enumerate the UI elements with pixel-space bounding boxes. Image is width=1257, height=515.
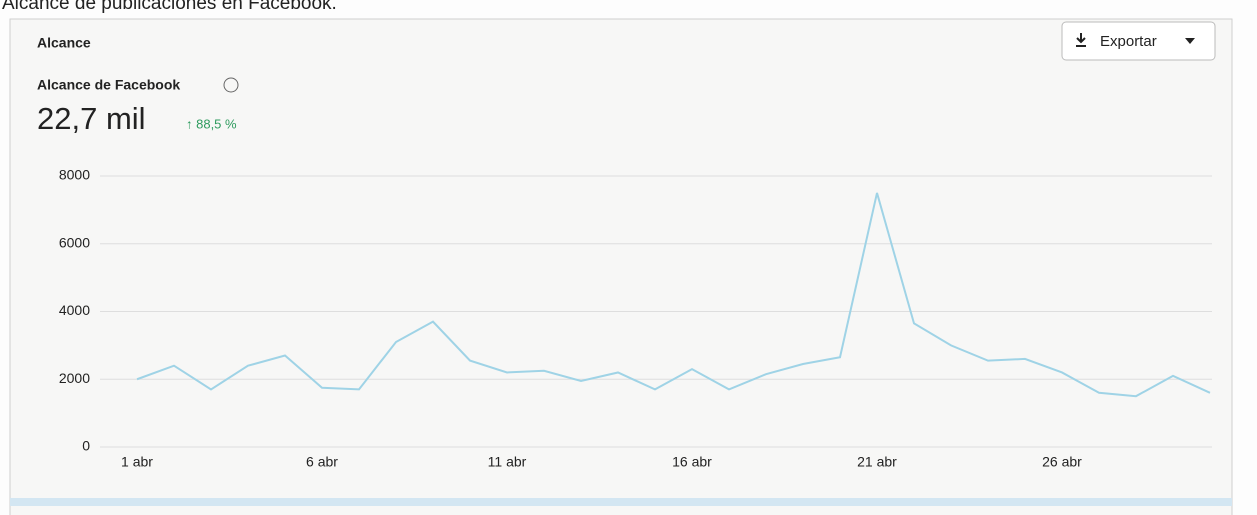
card xyxy=(9,18,1233,515)
x-tick-label: 16 abr xyxy=(672,454,712,470)
export-label[interactable]: Exportar xyxy=(1100,33,1157,50)
y-tick-label: 0 xyxy=(82,438,90,454)
plot: 0 2000 4000 6000 8000 1 abr 6 abr 11 abr 16 abr 2… xyxy=(59,167,1212,470)
card-title: Alcance xyxy=(37,35,91,51)
y-tick-label: 4000 xyxy=(59,302,90,318)
x-tick-label: 26 abr xyxy=(1042,454,1082,470)
bottom-strip xyxy=(10,498,1232,506)
x-tick-label: 21 abr xyxy=(857,454,897,470)
x-tick-label: 1 abr xyxy=(121,454,153,470)
x-tick-label: 11 abr xyxy=(488,454,527,470)
y-tick-label: 6000 xyxy=(59,234,90,250)
caret xyxy=(1185,38,1195,44)
page-title: Alcance de publicaciones en Facebook. xyxy=(2,0,337,14)
info-icon xyxy=(223,77,239,93)
y-tick-label: 2000 xyxy=(59,370,90,386)
export-button-bg[interactable] xyxy=(1061,21,1216,61)
metric-change: ↑ 88,5 % xyxy=(186,116,237,131)
export-button[interactable]: Exportar xyxy=(1061,21,1216,61)
metric-label: Alcance de Facebook xyxy=(37,77,180,93)
y-tick-label: 8000 xyxy=(59,167,90,183)
x-tick-label: 6 abr xyxy=(306,454,338,470)
metric-value: 22,7 mil xyxy=(37,101,146,136)
series-line xyxy=(136,192,1211,398)
download-icon xyxy=(1076,33,1086,47)
